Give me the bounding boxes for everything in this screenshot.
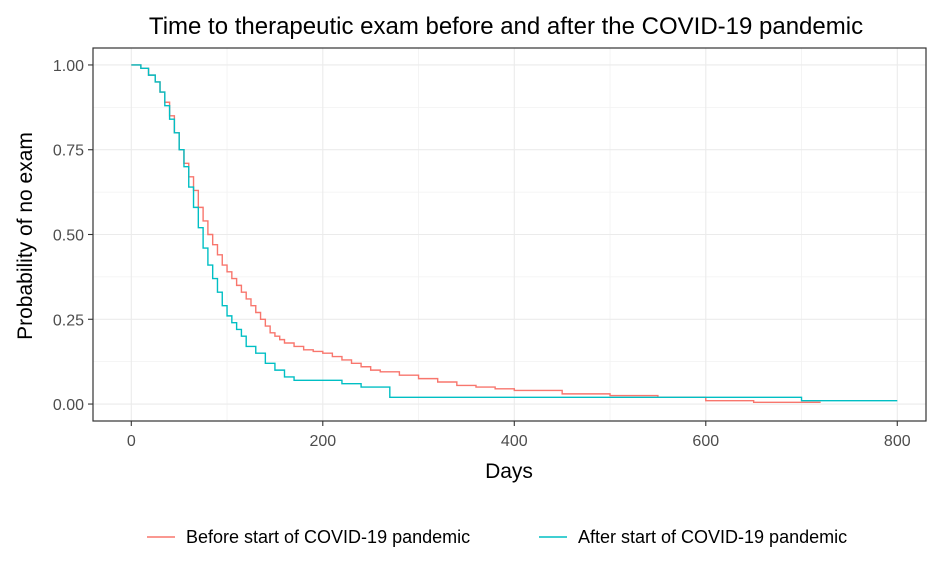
series-line-2 bbox=[131, 64, 898, 402]
y-tick-label: 1.00 bbox=[53, 58, 84, 75]
chart-title: Time to therapeutic exam before and afte… bbox=[149, 13, 863, 40]
legend-label-1: Before start of COVID-19 pandemic bbox=[186, 527, 470, 547]
y-tick-label: 0.00 bbox=[53, 397, 84, 414]
y-tick-label: 0.50 bbox=[53, 228, 84, 245]
x-tick-label: 0 bbox=[127, 433, 136, 450]
x-axis-title: Days bbox=[485, 460, 533, 483]
y-tick-label: 0.75 bbox=[53, 143, 84, 160]
y-tick-label: 0.25 bbox=[53, 312, 84, 329]
x-tick-label: 400 bbox=[501, 433, 528, 450]
x-tick-label: 600 bbox=[692, 433, 719, 450]
series-layer bbox=[131, 64, 898, 404]
x-tick-label: 800 bbox=[884, 433, 911, 450]
axis-ticks: 0 200 400 600 800 0.00 0.25 0.50 0.75 1.00 bbox=[53, 58, 911, 450]
y-axis-title: Probability of no exam bbox=[14, 132, 37, 340]
legend-label-2: After start of COVID-19 pandemic bbox=[578, 527, 847, 547]
legend: Before start of COVID-19 pandemic After s… bbox=[147, 527, 847, 547]
x-tick-label: 200 bbox=[309, 433, 336, 450]
